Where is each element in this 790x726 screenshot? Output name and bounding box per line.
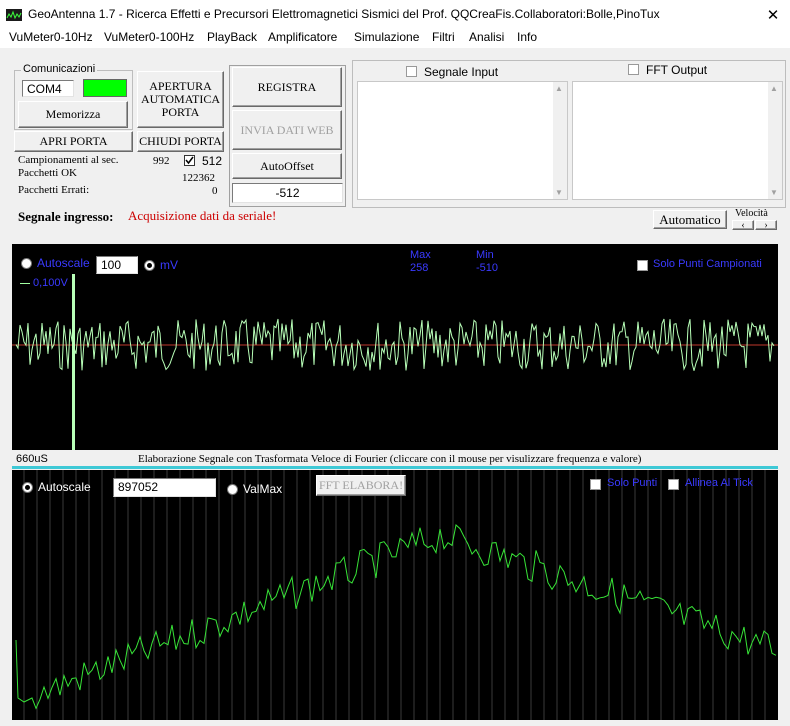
menu-analisi[interactable]: Analisi: [469, 30, 505, 44]
menu-info[interactable]: Info: [517, 30, 538, 44]
segnale-input-checkbox[interactable]: [406, 66, 417, 77]
max-value: 258: [410, 262, 429, 274]
fft-elabora-button[interactable]: FFT ELABORA!: [316, 475, 406, 496]
segnale-ingresso-label: Segnale ingresso:: [18, 209, 114, 224]
scroll-down-icon: ▼: [555, 188, 563, 197]
scale-marker-label: 0,100V: [33, 277, 68, 289]
apertura-line-3: PORTA: [161, 105, 200, 119]
chevron-left-icon: ‹: [741, 219, 745, 231]
fft-spectrum-plot: [15, 470, 777, 720]
checkmark-icon: [185, 156, 194, 165]
pacchetti-errati-value: 0: [212, 185, 218, 197]
close-icon: ✕: [766, 7, 780, 24]
max-label: Max: [410, 249, 431, 261]
fft-output-textarea[interactable]: [572, 81, 783, 200]
chevron-right-icon: ›: [764, 219, 768, 231]
scroll-down-icon: ▼: [770, 188, 778, 197]
acquisition-status-message: Acquisizione dati da seriale!: [128, 208, 277, 223]
menu-filtri[interactable]: Filtri: [432, 30, 455, 44]
com-port-field[interactable]: COM4: [22, 80, 74, 97]
automatico-button[interactable]: Automatico: [653, 210, 727, 229]
samples-checkbox[interactable]: [184, 155, 195, 166]
time-signal-plot: [12, 274, 778, 450]
fft-valmax-label: ValMax: [243, 482, 283, 496]
apertura-automatica-button[interactable]: APERTURA AUTOMATICA PORTA: [137, 71, 224, 128]
connection-status-indicator: [83, 79, 127, 97]
time-per-div-label: 660uS: [16, 453, 48, 465]
fft-scope[interactable]: [12, 470, 778, 720]
fft-spectrum-trace: [15, 524, 777, 710]
min-label: Min: [476, 249, 494, 261]
menu-playback[interactable]: PlayBack: [207, 30, 258, 44]
scope-autoscale-label: Autoscale: [37, 256, 90, 270]
fft-autoscale-label: Autoscale: [38, 480, 91, 494]
samples-check-value: 512: [202, 154, 223, 168]
fft-valmax-radio[interactable]: [227, 484, 238, 495]
pacchetti-ok-value: 122362: [182, 172, 215, 184]
min-value: -510: [476, 262, 499, 274]
campionamenti-value: 992: [153, 155, 170, 167]
pacchetti-ok-label: Pacchetti OK: [18, 167, 77, 179]
fft-output-scrollbar[interactable]: ▲ ▼: [768, 82, 782, 199]
chiudi-porta-button[interactable]: CHIUDI PORTA: [137, 131, 224, 152]
segnale-input-scrollbar[interactable]: ▲ ▼: [553, 82, 567, 199]
scope-solo-punti-checkbox[interactable]: [637, 260, 648, 271]
fft-value-field[interactable]: 897052: [113, 478, 216, 497]
scope-mv-radio[interactable]: [144, 260, 155, 271]
fft-autoscale-radio[interactable]: [22, 482, 33, 493]
autooffset-button[interactable]: AutoOffset: [232, 153, 342, 179]
actions-panel: [229, 65, 346, 207]
title-bar: GeoAntenna 1.7 - Ricerca Effetti e Precu…: [0, 0, 790, 30]
fft-solo-punti-checkbox[interactable]: [590, 479, 601, 490]
scroll-up-icon: ▲: [555, 84, 563, 93]
close-button[interactable]: ✕: [756, 0, 790, 30]
allinea-tick-checkbox[interactable]: [668, 479, 679, 490]
scope-autoscale-radio[interactable]: [21, 258, 32, 269]
fft-output-checkbox[interactable]: [628, 64, 639, 75]
output-panel: [352, 60, 786, 208]
scale-marker-line: [20, 283, 30, 284]
menu-vumeter-10hz[interactable]: VuMeter0-10Hz: [9, 30, 93, 44]
window-title: GeoAntenna 1.7 - Ricerca Effetti e Precu…: [28, 7, 660, 21]
fft-output-label: FFT Output: [646, 63, 708, 77]
apri-porta-button[interactable]: APRI PORTA: [14, 131, 133, 152]
registra-button[interactable]: REGISTRA: [232, 67, 342, 107]
scope-unit-label: mV: [160, 258, 178, 272]
time-domain-scope[interactable]: [12, 244, 778, 450]
fft-solo-punti-label: Solo Punti: [607, 477, 658, 489]
segnale-input-textarea[interactable]: [357, 81, 568, 200]
pacchetti-errati-label: Pacchetti Errati:: [18, 184, 90, 196]
scope-solo-punti-label: Solo Punti Campionati: [653, 258, 762, 270]
menu-simulazione[interactable]: Simulazione: [354, 30, 420, 44]
scroll-up-icon: ▲: [770, 84, 778, 93]
apertura-line-1: APERTURA: [149, 79, 212, 93]
menu-vumeter-100hz[interactable]: VuMeter0-100Hz: [104, 30, 195, 44]
panel-divider: [12, 466, 778, 469]
offset-field[interactable]: -512: [232, 183, 343, 203]
memorizza-button[interactable]: Memorizza: [18, 101, 128, 128]
velocita-label: Velocità: [735, 208, 768, 219]
time-signal-trace: [15, 318, 775, 372]
app-icon: [6, 9, 22, 21]
menu-bar: VuMeter0-10Hz VuMeter0-100Hz PlayBack Am…: [0, 30, 790, 48]
invia-dati-web-button[interactable]: INVIA DATI WEB: [232, 110, 342, 150]
velocita-decrease-button[interactable]: ‹: [732, 219, 754, 231]
signal-spike: [72, 274, 75, 450]
campionamenti-label: Campionamenti al sec.: [18, 154, 119, 166]
comms-group-label: Comunicazioni: [21, 63, 98, 75]
scope-scale-field[interactable]: 100: [96, 256, 138, 274]
allinea-tick-label: Allinea Al Tick: [685, 477, 753, 489]
segnale-input-label: Segnale Input: [424, 65, 499, 79]
apertura-line-2: AUTOMATICA: [140, 92, 221, 106]
fft-caption: Elaborazione Segnale con Trasformata Vel…: [138, 453, 642, 465]
menu-amplificatore[interactable]: Amplificatore: [268, 30, 338, 44]
velocita-increase-button[interactable]: ›: [755, 219, 777, 231]
